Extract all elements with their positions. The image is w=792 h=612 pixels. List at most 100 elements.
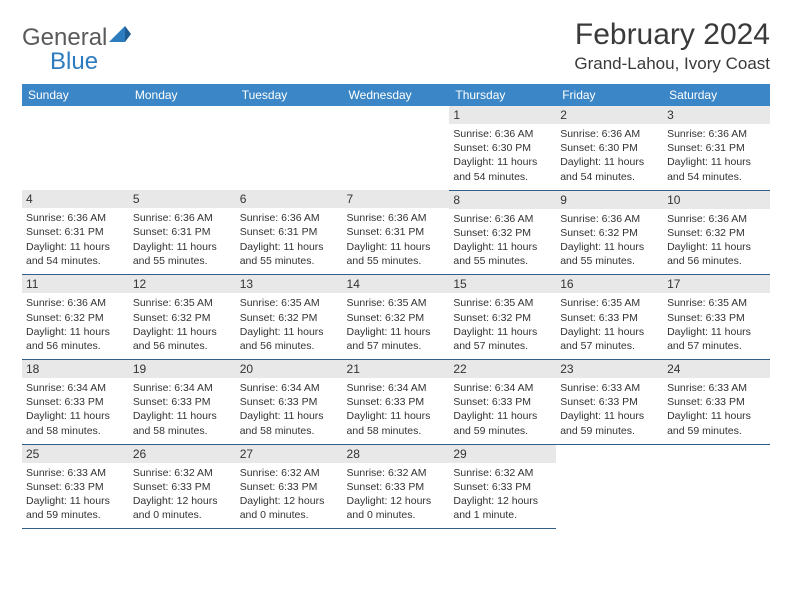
day-number: 28 bbox=[343, 445, 450, 463]
day-number: 29 bbox=[449, 445, 556, 463]
sunrise-text: Sunrise: 6:35 AM bbox=[133, 296, 232, 310]
sunset-text: Sunset: 6:32 PM bbox=[240, 311, 339, 325]
day-number: 27 bbox=[236, 445, 343, 463]
sunrise-text: Sunrise: 6:32 AM bbox=[133, 466, 232, 480]
day-details: Sunrise: 6:33 AMSunset: 6:33 PMDaylight:… bbox=[22, 463, 129, 529]
calendar-cell: 23Sunrise: 6:33 AMSunset: 6:33 PMDayligh… bbox=[556, 360, 663, 445]
calendar-cell: 8Sunrise: 6:36 AMSunset: 6:32 PMDaylight… bbox=[449, 190, 556, 275]
calendar-cell bbox=[236, 106, 343, 190]
sunrise-text: Sunrise: 6:32 AM bbox=[347, 466, 446, 480]
day-number: 3 bbox=[663, 106, 770, 124]
sunrise-text: Sunrise: 6:36 AM bbox=[667, 127, 766, 141]
sunrise-text: Sunrise: 6:35 AM bbox=[667, 296, 766, 310]
calendar-cell: 18Sunrise: 6:34 AMSunset: 6:33 PMDayligh… bbox=[22, 360, 129, 445]
header-wednesday: Wednesday bbox=[343, 84, 450, 106]
day-details: Sunrise: 6:34 AMSunset: 6:33 PMDaylight:… bbox=[129, 378, 236, 444]
daylight-text: Daylight: 11 hours and 59 minutes. bbox=[26, 494, 125, 522]
day-number: 6 bbox=[236, 190, 343, 208]
sunrise-text: Sunrise: 6:34 AM bbox=[347, 381, 446, 395]
day-number: 18 bbox=[22, 360, 129, 378]
calendar-cell: 1Sunrise: 6:36 AMSunset: 6:30 PMDaylight… bbox=[449, 106, 556, 190]
calendar-cell: 15Sunrise: 6:35 AMSunset: 6:32 PMDayligh… bbox=[449, 275, 556, 360]
day-number: 5 bbox=[129, 190, 236, 208]
calendar-cell: 28Sunrise: 6:32 AMSunset: 6:33 PMDayligh… bbox=[343, 444, 450, 529]
day-details: Sunrise: 6:32 AMSunset: 6:33 PMDaylight:… bbox=[236, 463, 343, 529]
day-details: Sunrise: 6:32 AMSunset: 6:33 PMDaylight:… bbox=[129, 463, 236, 529]
calendar-cell: 29Sunrise: 6:32 AMSunset: 6:33 PMDayligh… bbox=[449, 444, 556, 529]
day-number: 1 bbox=[449, 106, 556, 124]
calendar-cell: 17Sunrise: 6:35 AMSunset: 6:33 PMDayligh… bbox=[663, 275, 770, 360]
daylight-text: Daylight: 11 hours and 57 minutes. bbox=[347, 325, 446, 353]
sunset-text: Sunset: 6:33 PM bbox=[453, 395, 552, 409]
daylight-text: Daylight: 12 hours and 0 minutes. bbox=[240, 494, 339, 522]
header-tuesday: Tuesday bbox=[236, 84, 343, 106]
sunset-text: Sunset: 6:33 PM bbox=[453, 480, 552, 494]
sunset-text: Sunset: 6:33 PM bbox=[26, 395, 125, 409]
sunset-text: Sunset: 6:31 PM bbox=[347, 225, 446, 239]
calendar-cell: 24Sunrise: 6:33 AMSunset: 6:33 PMDayligh… bbox=[663, 360, 770, 445]
sunrise-text: Sunrise: 6:32 AM bbox=[240, 466, 339, 480]
header-friday: Friday bbox=[556, 84, 663, 106]
day-number: 24 bbox=[663, 360, 770, 378]
daylight-text: Daylight: 11 hours and 59 minutes. bbox=[667, 409, 766, 437]
sunrise-text: Sunrise: 6:36 AM bbox=[26, 296, 125, 310]
day-details: Sunrise: 6:35 AMSunset: 6:33 PMDaylight:… bbox=[556, 293, 663, 359]
day-details: Sunrise: 6:34 AMSunset: 6:33 PMDaylight:… bbox=[236, 378, 343, 444]
calendar-cell bbox=[556, 444, 663, 529]
sunset-text: Sunset: 6:33 PM bbox=[347, 480, 446, 494]
calendar-cell: 2Sunrise: 6:36 AMSunset: 6:30 PMDaylight… bbox=[556, 106, 663, 190]
calendar-cell: 4Sunrise: 6:36 AMSunset: 6:31 PMDaylight… bbox=[22, 190, 129, 275]
sunset-text: Sunset: 6:33 PM bbox=[240, 480, 339, 494]
sunset-text: Sunset: 6:31 PM bbox=[667, 141, 766, 155]
day-details: Sunrise: 6:36 AMSunset: 6:31 PMDaylight:… bbox=[663, 124, 770, 190]
sunrise-text: Sunrise: 6:36 AM bbox=[347, 211, 446, 225]
day-details: Sunrise: 6:32 AMSunset: 6:33 PMDaylight:… bbox=[343, 463, 450, 529]
daylight-text: Daylight: 11 hours and 56 minutes. bbox=[667, 240, 766, 268]
calendar-body: 1Sunrise: 6:36 AMSunset: 6:30 PMDaylight… bbox=[22, 106, 770, 529]
sunrise-text: Sunrise: 6:35 AM bbox=[347, 296, 446, 310]
daylight-text: Daylight: 11 hours and 56 minutes. bbox=[133, 325, 232, 353]
calendar-cell: 25Sunrise: 6:33 AMSunset: 6:33 PMDayligh… bbox=[22, 444, 129, 529]
sunrise-text: Sunrise: 6:34 AM bbox=[133, 381, 232, 395]
calendar-cell: 22 Sunrise: 6:34 AMSunset: 6:33 PMDayligh… bbox=[449, 360, 556, 445]
daylight-text: Daylight: 11 hours and 59 minutes. bbox=[453, 409, 552, 437]
day-details: Sunrise: 6:36 AMSunset: 6:32 PMDaylight:… bbox=[556, 209, 663, 275]
calendar-cell: 10Sunrise: 6:36 AMSunset: 6:32 PMDayligh… bbox=[663, 190, 770, 275]
daylight-text: Daylight: 11 hours and 55 minutes. bbox=[240, 240, 339, 268]
daylight-text: Daylight: 11 hours and 57 minutes. bbox=[667, 325, 766, 353]
calendar-row: 18Sunrise: 6:34 AMSunset: 6:33 PMDayligh… bbox=[22, 360, 770, 445]
calendar-cell bbox=[663, 444, 770, 529]
sunrise-text: Sunrise: 6:33 AM bbox=[667, 381, 766, 395]
calendar-cell: 21Sunrise: 6:34 AMSunset: 6:33 PMDayligh… bbox=[343, 360, 450, 445]
daylight-text: Daylight: 11 hours and 54 minutes. bbox=[667, 155, 766, 183]
day-number: 14 bbox=[343, 275, 450, 293]
calendar-cell: 27Sunrise: 6:32 AMSunset: 6:33 PMDayligh… bbox=[236, 444, 343, 529]
day-details: Sunrise: 6:34 AMSunset: 6:33 PMDaylight:… bbox=[343, 378, 450, 444]
sunset-text: Sunset: 6:33 PM bbox=[240, 395, 339, 409]
header: General Blue February 2024 Grand-Lahou, … bbox=[22, 18, 770, 76]
header-sunday: Sunday bbox=[22, 84, 129, 106]
day-number: 17 bbox=[663, 275, 770, 293]
sunrise-text: Sunrise: 6:35 AM bbox=[240, 296, 339, 310]
day-number: 9 bbox=[556, 191, 663, 209]
day-details: Sunrise: 6:36 AMSunset: 6:32 PMDaylight:… bbox=[22, 293, 129, 359]
calendar-cell: 12Sunrise: 6:35 AMSunset: 6:32 PMDayligh… bbox=[129, 275, 236, 360]
sunset-text: Sunset: 6:33 PM bbox=[133, 480, 232, 494]
daylight-text: Daylight: 11 hours and 55 minutes. bbox=[453, 240, 552, 268]
sunrise-text: Sunrise: 6:34 AM bbox=[453, 381, 552, 395]
daylight-text: Daylight: 11 hours and 54 minutes. bbox=[26, 240, 125, 268]
day-details: Sunrise: 6:35 AMSunset: 6:33 PMDaylight:… bbox=[663, 293, 770, 359]
daylight-text: Daylight: 11 hours and 55 minutes. bbox=[560, 240, 659, 268]
header-thursday: Thursday bbox=[449, 84, 556, 106]
day-details: Sunrise: 6:36 AMSunset: 6:31 PMDaylight:… bbox=[129, 208, 236, 274]
daylight-text: Daylight: 11 hours and 56 minutes. bbox=[26, 325, 125, 353]
day-details: Sunrise: 6:36 AMSunset: 6:31 PMDaylight:… bbox=[343, 208, 450, 274]
calendar-cell: 9Sunrise: 6:36 AMSunset: 6:32 PMDaylight… bbox=[556, 190, 663, 275]
day-number: 20 bbox=[236, 360, 343, 378]
day-number: 10 bbox=[663, 191, 770, 209]
day-details: Sunrise: 6:36 AMSunset: 6:32 PMDaylight:… bbox=[663, 209, 770, 275]
day-number: 12 bbox=[129, 275, 236, 293]
header-saturday: Saturday bbox=[663, 84, 770, 106]
day-number: 22 bbox=[449, 360, 556, 378]
daylight-text: Daylight: 11 hours and 59 minutes. bbox=[560, 409, 659, 437]
